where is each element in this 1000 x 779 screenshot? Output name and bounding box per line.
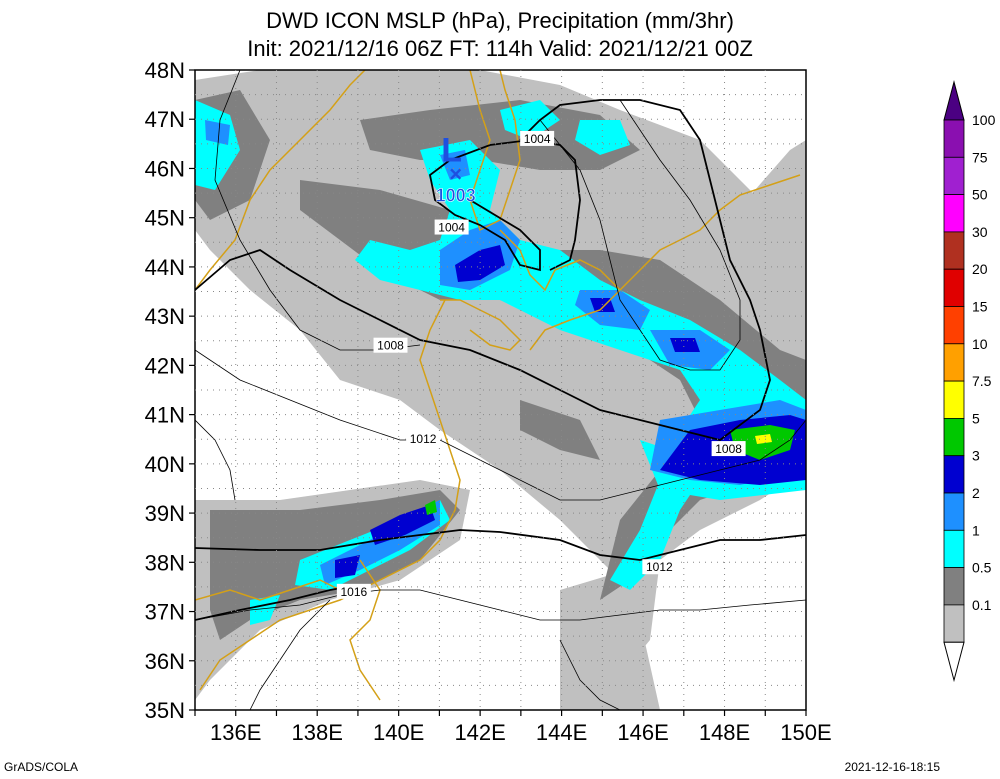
isobar-label: 1008 [377, 339, 404, 353]
colorbar-label: 0.5 [972, 560, 992, 576]
colorbar-label: 3 [972, 448, 980, 464]
isobar-label-bg [520, 130, 555, 146]
colorbar-segment [943, 455, 965, 494]
lat-label: 44N [145, 255, 185, 280]
lat-label: 47N [145, 107, 185, 132]
colorbar-segment [943, 604, 965, 643]
lon-label: 140E [373, 720, 424, 745]
colorbar-segment [943, 343, 965, 382]
low-value: 1003 [436, 185, 476, 205]
colorbar-bottom-triangle [943, 641, 965, 683]
colorbar-segment [943, 268, 965, 307]
colorbar-label: 20 [972, 261, 988, 277]
lon-label: 136E [210, 720, 261, 745]
isobar-label: 1012 [646, 560, 673, 574]
low-marker: × [449, 161, 462, 186]
colorbar-label: 75 [972, 149, 988, 165]
lat-label: 37N [145, 600, 185, 625]
precipitation-shading [195, 70, 806, 710]
colorbar-label: 7.5 [972, 373, 992, 389]
isobars [195, 70, 806, 710]
colorbar-label: 100 [972, 112, 996, 128]
colorbar-segment [943, 119, 965, 158]
colorbar-segment [943, 194, 965, 233]
isobar-label: 1004 [524, 132, 551, 146]
isobar-label-bg [642, 559, 677, 575]
low-pressure-center: L × 1003 [435, 131, 476, 205]
colorbar-label: 0.1 [972, 597, 992, 613]
lat-label: 40N [145, 452, 185, 477]
lon-label: 148E [699, 720, 750, 745]
axis-ticks [189, 69, 807, 716]
isobar-labels: 1004 1004 1008 1012 1008 1012 1016 [336, 130, 746, 599]
lon-label: 144E [536, 720, 587, 745]
lon-label: 150E [780, 720, 831, 745]
latitude-labels: 48N 47N 46N 45N 44N 43N 42N 41N 40N 39N 38N 37N 36N 3… [145, 58, 185, 723]
map-title: DWD ICON MSLP (hPa), Precipitation (mm/3… [266, 8, 734, 33]
isobar-label-bg [406, 431, 441, 447]
colorbar-segment [943, 306, 965, 345]
isobar-label-bg [711, 441, 746, 457]
lat-label: 35N [145, 698, 185, 723]
colorbar-segment [943, 231, 965, 270]
colorbar-label: 15 [972, 299, 988, 315]
longitude-labels: 136E 138E 140E 142E 144E 146E 148E 150E [210, 720, 832, 745]
colorbar-label: 5 [972, 410, 980, 426]
colorbar-label: 2 [972, 485, 980, 501]
lon-label: 146E [617, 720, 668, 745]
lat-label: 48N [145, 58, 185, 83]
colorbar-label: 50 [972, 187, 988, 203]
colorbar-segment [943, 567, 965, 606]
lat-label: 42N [145, 353, 185, 378]
precip-colorbar: 100 75 50 30 20 15 10 7.5 5 3 2 1 0.5 0.1 [943, 80, 996, 683]
colorbar-segment [943, 417, 965, 457]
colorbar-segment [943, 156, 965, 196]
colorbar-label: 1 [972, 522, 980, 538]
footer-credit: GrADS/COLA [4, 760, 79, 774]
lat-label: 41N [145, 403, 185, 428]
isobar-label: 1004 [438, 221, 465, 235]
colorbar-label: 30 [972, 224, 988, 240]
map-subtitle: Init: 2021/12/16 06Z FT: 114h Valid: 202… [247, 36, 753, 61]
colorbar-segment [943, 492, 965, 531]
lon-label: 142E [454, 720, 505, 745]
colorbar-segment [943, 529, 965, 568]
colorbar-top-triangle [943, 80, 965, 121]
low-symbol: L [441, 131, 462, 169]
lat-label: 38N [145, 550, 185, 575]
lat-label: 43N [145, 304, 185, 329]
lat-label: 46N [145, 156, 185, 181]
isobar-label-bg [336, 583, 371, 599]
isobar-label-bg [434, 219, 469, 235]
lat-label: 36N [145, 649, 185, 674]
colorbar-label: 10 [972, 336, 988, 352]
isobar-label: 1016 [341, 585, 368, 599]
lon-label: 138E [292, 720, 343, 745]
lat-label: 45N [145, 206, 185, 231]
isobar-label: 1008 [715, 442, 742, 456]
lat-label: 39N [145, 501, 185, 526]
isobar-label-bg [373, 337, 408, 353]
isobar-label: 1012 [410, 432, 437, 446]
footer-timestamp: 2021-12-16-18:15 [844, 760, 940, 774]
colorbar-segment [943, 380, 965, 419]
